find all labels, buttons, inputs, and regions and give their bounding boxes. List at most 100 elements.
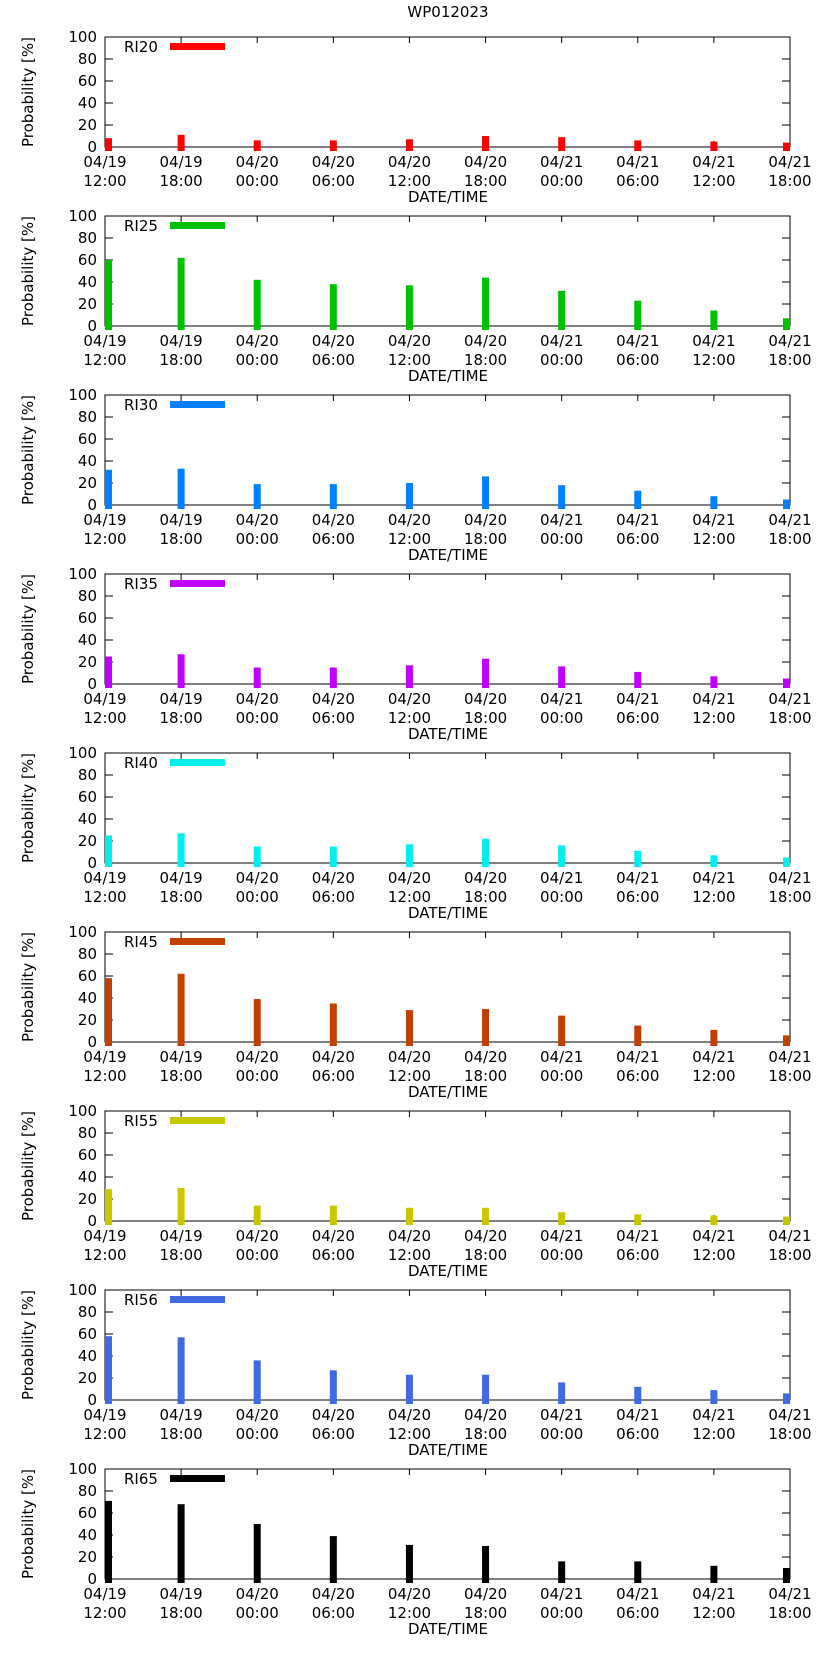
x-tick-label-date: 04/21	[616, 332, 659, 350]
bar	[405, 1544, 413, 1583]
x-tick-label: 04/19 18:00	[159, 1048, 202, 1085]
y-tick-label: 0	[87, 317, 97, 335]
x-tick-label-time: 06:00	[616, 1425, 659, 1443]
bar	[105, 260, 112, 330]
x-tick-label: 04/21 12:00	[692, 690, 735, 727]
x-tick-label-date: 04/20	[236, 1585, 279, 1603]
x-tick-label: 04/20 12:00	[388, 511, 431, 548]
x-tick-label-time: 18:00	[768, 888, 811, 906]
x-tick-label-date: 04/19	[83, 153, 126, 171]
x-tick-label-date: 04/20	[464, 332, 507, 350]
bar	[558, 666, 566, 688]
x-tick-label: 04/21 06:00	[616, 1048, 659, 1085]
x-tick-label-date: 04/21	[692, 1406, 735, 1424]
y-tick-label: 0	[87, 854, 97, 872]
x-tick-label-time: 06:00	[312, 351, 355, 369]
bar	[783, 1568, 790, 1583]
x-tick-label-date: 04/21	[540, 1227, 583, 1245]
x-tick-label-time: 18:00	[768, 1425, 811, 1443]
legend-label: RI45	[124, 933, 158, 951]
x-tick-label-time: 12:00	[692, 709, 735, 727]
x-tick-label-date: 04/20	[312, 332, 355, 350]
x-tick-label: 04/20 12:00	[388, 1227, 431, 1264]
bar	[783, 318, 790, 330]
x-tick-label-date: 04/20	[388, 1585, 431, 1603]
x-tick-label-time: 18:00	[464, 888, 507, 906]
legend-swatch	[170, 222, 225, 229]
x-tick-label-time: 06:00	[616, 709, 659, 727]
y-tick-label: 40	[78, 810, 97, 828]
x-tick-label-time: 06:00	[312, 709, 355, 727]
y-tick-label: 40	[78, 273, 97, 291]
x-tick-label-time: 18:00	[159, 709, 202, 727]
x-tick-label: 04/20 18:00	[464, 1406, 507, 1443]
x-tick-label-date: 04/21	[692, 690, 735, 708]
x-tick-label-date: 04/20	[464, 511, 507, 529]
bar	[710, 1390, 718, 1404]
bar	[105, 469, 112, 509]
x-axis-label: DATE/TIME	[408, 1620, 488, 1638]
plot-frame	[104, 1289, 791, 1401]
bar	[105, 1500, 112, 1583]
x-tick-label-time: 12:00	[388, 1425, 431, 1443]
x-tick-label-date: 04/21	[616, 869, 659, 887]
bar	[558, 1382, 566, 1404]
x-tick-label-date: 04/20	[388, 1227, 431, 1245]
x-tick-label-time: 12:00	[692, 1067, 735, 1085]
y-tick-label: 20	[78, 1011, 97, 1029]
bar	[783, 1216, 790, 1225]
x-tick-label-date: 04/20	[464, 1406, 507, 1424]
y-tick-label: 0	[87, 138, 97, 156]
x-tick-label-time: 06:00	[616, 1604, 659, 1622]
x-tick-label-time: 00:00	[236, 709, 279, 727]
x-tick-label: 04/21 12:00	[692, 1048, 735, 1085]
x-tick-label: 04/19 12:00	[83, 1048, 126, 1085]
y-tick-label: 60	[78, 967, 97, 985]
y-tick-label: 20	[78, 653, 97, 671]
y-tick-label: 80	[78, 1482, 97, 1500]
y-tick-label: 100	[68, 386, 97, 404]
x-tick-label-time: 12:00	[692, 351, 735, 369]
x-tick-label-time: 00:00	[540, 172, 583, 190]
x-tick-label-date: 04/21	[540, 869, 583, 887]
x-tick-label-date: 04/19	[159, 1406, 202, 1424]
x-tick-label: 04/19 18:00	[159, 1227, 202, 1264]
x-tick-label-date: 04/21	[616, 153, 659, 171]
x-tick-label-time: 06:00	[312, 172, 355, 190]
x-tick-label-time: 12:00	[83, 888, 126, 906]
y-axis-label: Probability [%]	[19, 395, 37, 505]
x-axis-label: DATE/TIME	[408, 725, 488, 743]
x-tick-label-time: 18:00	[159, 1246, 202, 1264]
bar	[558, 1212, 566, 1225]
y-tick-label: 0	[87, 675, 97, 693]
x-tick-label-date: 04/21	[540, 1585, 583, 1603]
x-tick-label: 04/21 00:00	[540, 332, 583, 369]
bar	[482, 838, 490, 867]
x-tick-label-date: 04/20	[388, 690, 431, 708]
y-tick-label: 40	[78, 452, 97, 470]
bar	[177, 973, 185, 1046]
y-tick-label: 0	[87, 1391, 97, 1409]
bar	[329, 140, 337, 151]
bar	[177, 1188, 185, 1225]
x-tick-label-time: 12:00	[388, 172, 431, 190]
bar	[634, 490, 642, 509]
bar	[710, 1215, 718, 1225]
x-tick-label: 04/20 06:00	[312, 869, 355, 906]
x-tick-label-date: 04/19	[159, 1227, 202, 1245]
x-tick-label-date: 04/20	[464, 1048, 507, 1066]
x-tick-label: 04/21 06:00	[616, 1227, 659, 1264]
x-tick-label-time: 18:00	[768, 172, 811, 190]
legend-swatch	[170, 938, 225, 945]
x-tick-label-date: 04/21	[540, 153, 583, 171]
y-tick-label: 100	[68, 207, 97, 225]
x-tick-label: 04/21 00:00	[540, 153, 583, 190]
bar	[783, 1035, 790, 1046]
x-tick-label: 04/20 06:00	[312, 511, 355, 548]
y-tick-label: 40	[78, 989, 97, 1007]
bar	[710, 676, 718, 688]
bar	[329, 1370, 337, 1404]
x-tick-label-time: 00:00	[236, 1425, 279, 1443]
